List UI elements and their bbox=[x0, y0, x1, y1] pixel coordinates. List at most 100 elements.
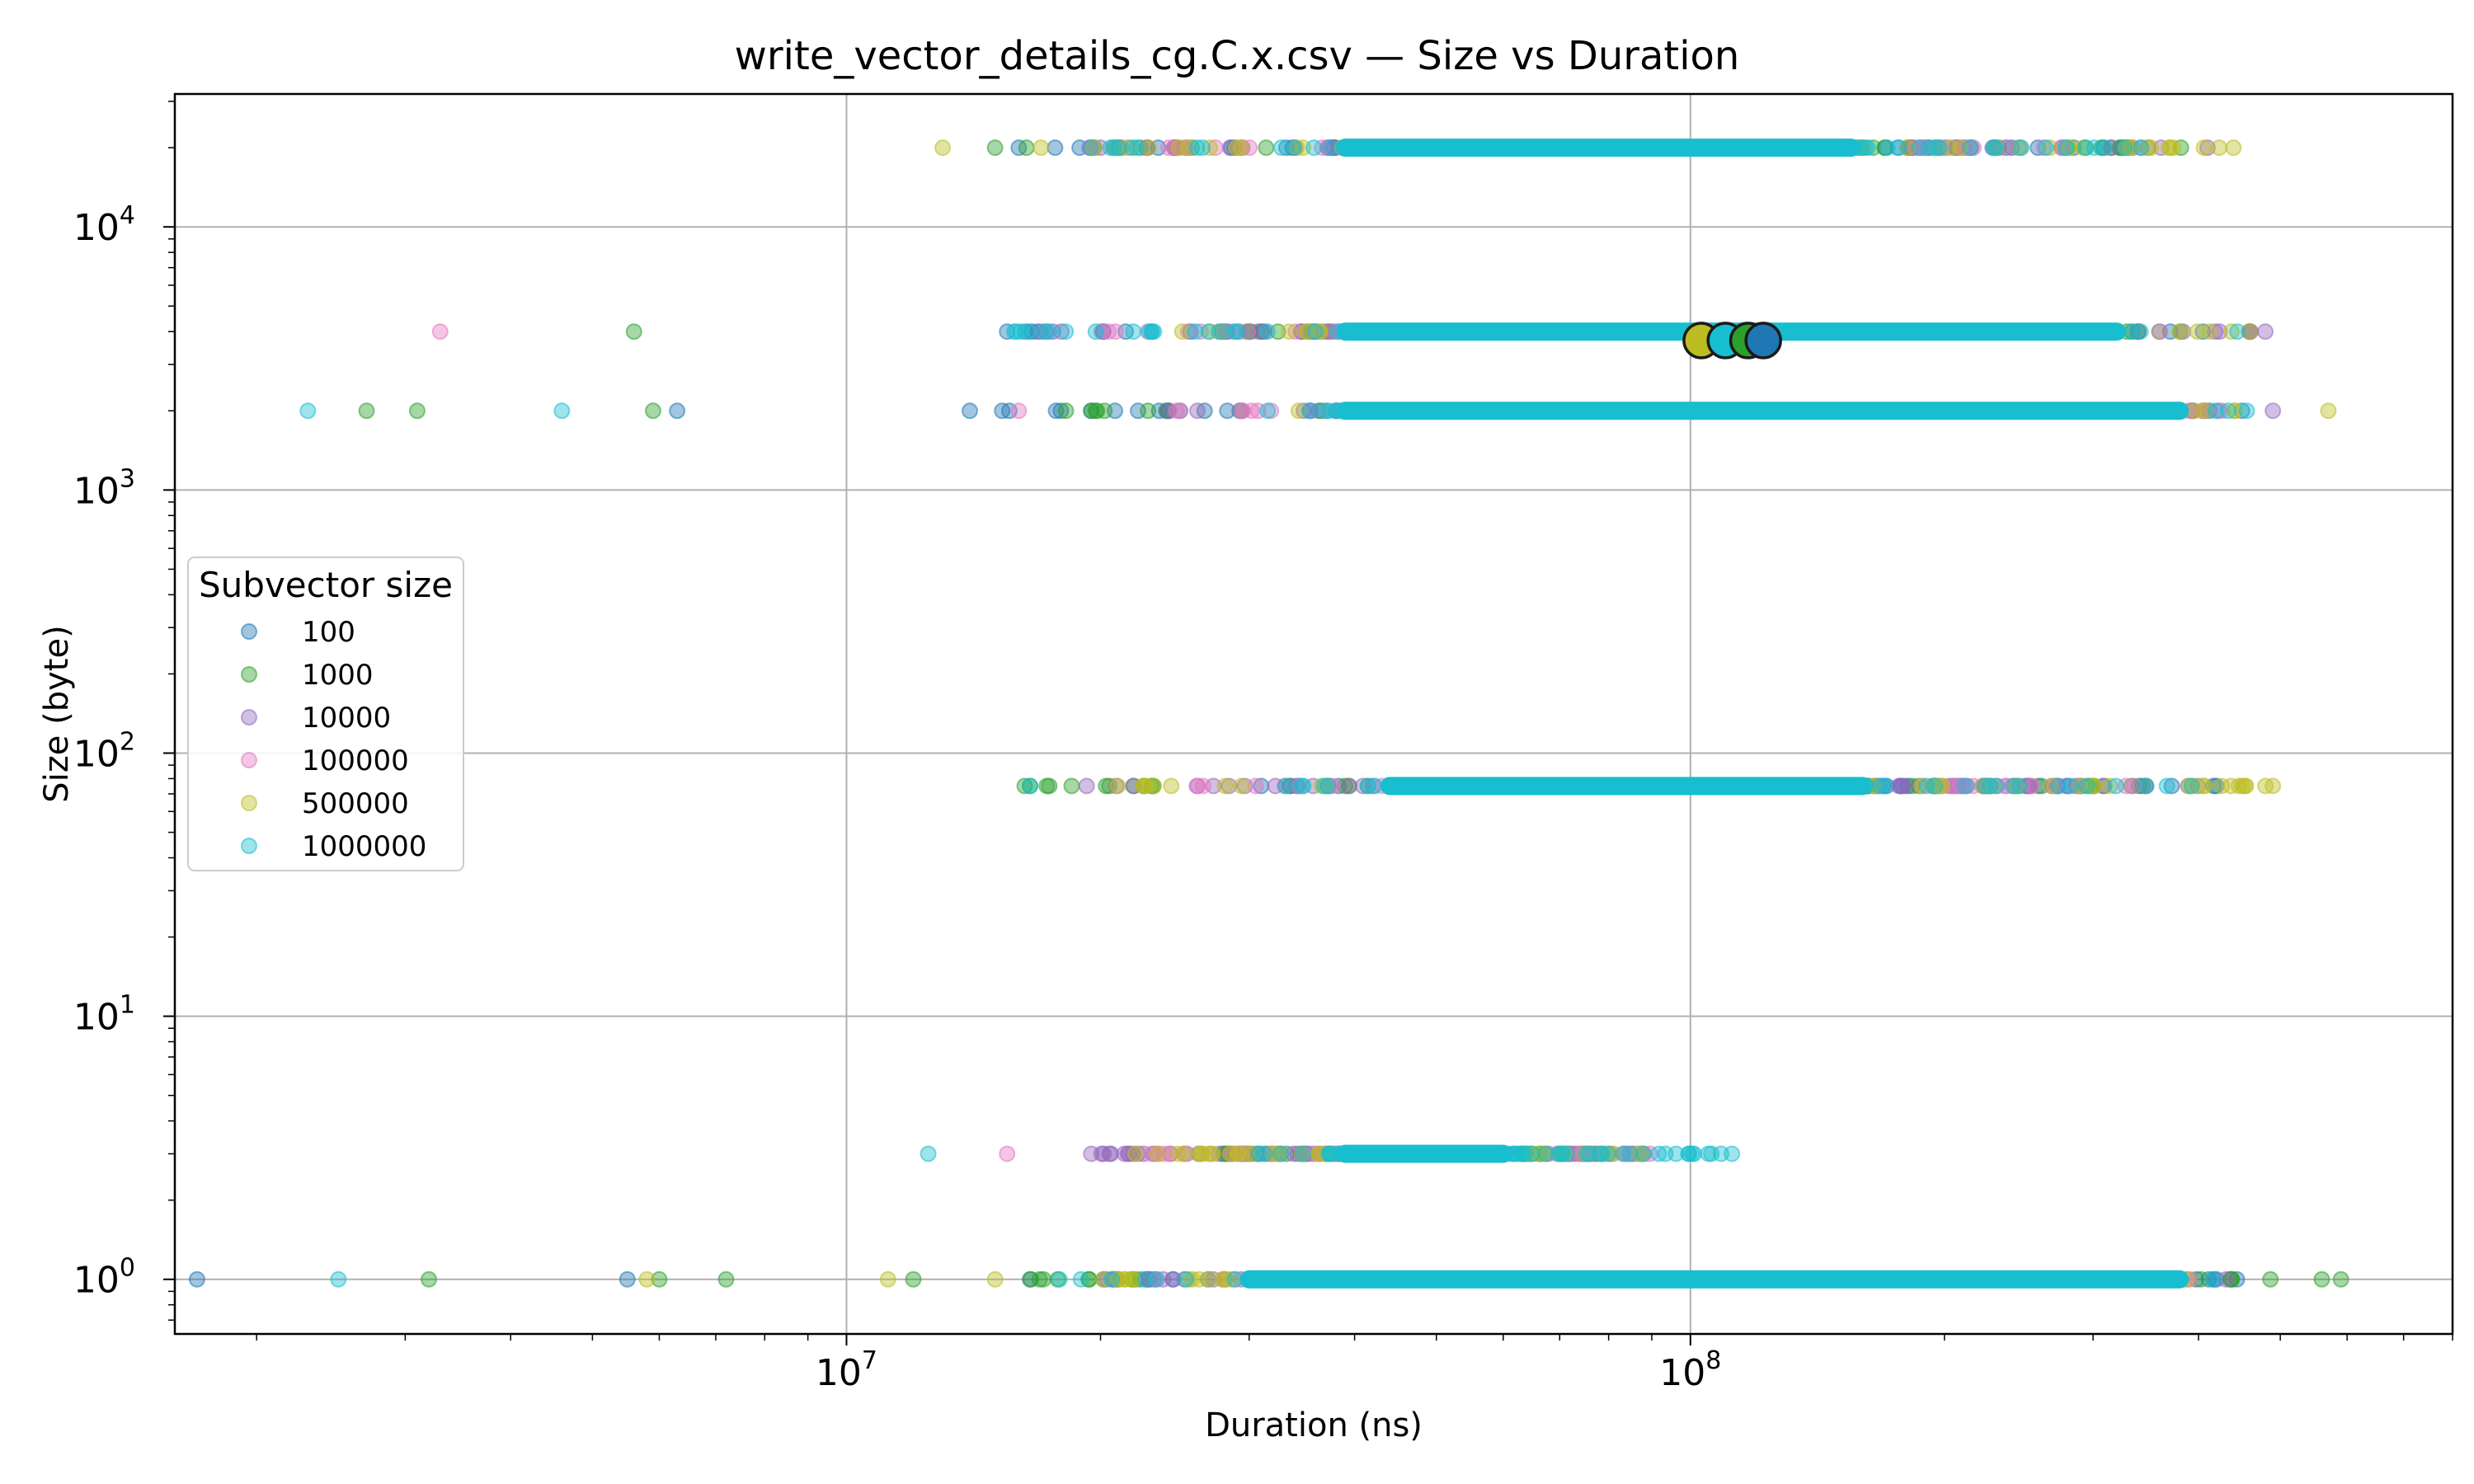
point-100000 bbox=[1241, 139, 1258, 157]
point-500000 bbox=[1190, 1270, 1207, 1288]
point-1000 bbox=[1258, 139, 1275, 157]
point-1000 bbox=[1140, 402, 1157, 420]
point-1000000 bbox=[1051, 1270, 1068, 1288]
point-100000 bbox=[431, 323, 449, 340]
point-1000000 bbox=[1200, 323, 1217, 340]
point-1000000 bbox=[1513, 1145, 1531, 1162]
point-10000 bbox=[1354, 777, 1371, 795]
point-1000000 bbox=[1615, 1145, 1632, 1162]
x-tick-label: 108 bbox=[1659, 1346, 1721, 1394]
point-1000 bbox=[1038, 777, 1056, 795]
x-tick-label: 107 bbox=[816, 1346, 877, 1394]
point-10000 bbox=[1101, 1145, 1118, 1162]
point-1000 bbox=[625, 323, 642, 340]
point-500000 bbox=[2241, 323, 2258, 340]
point-10000 bbox=[1078, 777, 1095, 795]
point-1000000 bbox=[1559, 1145, 1576, 1162]
point-1000000 bbox=[1306, 323, 1324, 340]
point-1000000 bbox=[1650, 1145, 1667, 1162]
point-500000 bbox=[2101, 777, 2119, 795]
point-500000 bbox=[2320, 402, 2337, 420]
point-500000 bbox=[2195, 139, 2213, 157]
point-1000000 bbox=[1890, 139, 1907, 157]
point-1000000 bbox=[1178, 1270, 1195, 1288]
point-1000 bbox=[2222, 1270, 2239, 1288]
point-1000000 bbox=[1012, 323, 1029, 340]
legend: Subvector size 1001000100001000005000001… bbox=[187, 556, 464, 871]
point-1000000 bbox=[1286, 139, 1303, 157]
point-100000 bbox=[1243, 402, 1260, 420]
legend-label-100000: 100000 bbox=[302, 744, 409, 777]
point-1000000 bbox=[1680, 1145, 1697, 1162]
point-1000 bbox=[717, 1270, 735, 1288]
point-100000 bbox=[1171, 402, 1188, 420]
point-100 bbox=[1052, 402, 1070, 420]
point-1000000 bbox=[1536, 1145, 1554, 1162]
point-100000 bbox=[1206, 139, 1224, 157]
point-1000 bbox=[2262, 1270, 2279, 1288]
point-500000 bbox=[934, 139, 952, 157]
point-1000000 bbox=[1105, 139, 1122, 157]
point-500000 bbox=[1227, 139, 1244, 157]
point-100000 bbox=[1189, 777, 1206, 795]
point-500000 bbox=[1281, 323, 1298, 340]
axis-ticks: 107 108 100 101 102 103 104 bbox=[73, 101, 2453, 1394]
point-1000000 bbox=[2133, 139, 2150, 157]
y-axis-label: Size (byte) bbox=[38, 625, 76, 802]
point-1000000 bbox=[1581, 1145, 1598, 1162]
point-500000 bbox=[1230, 1145, 1247, 1162]
point-1000000 bbox=[1005, 323, 1023, 340]
point-1000000 bbox=[1962, 139, 1979, 157]
point-10000 bbox=[1898, 777, 1915, 795]
point-1000000 bbox=[1667, 1145, 1685, 1162]
point-1000000 bbox=[1259, 402, 1277, 420]
point-1000000 bbox=[1876, 777, 1893, 795]
legend-label-100: 100 bbox=[302, 616, 355, 649]
point-1000000 bbox=[1982, 777, 1999, 795]
point-1000000 bbox=[1022, 777, 1039, 795]
point-10000 bbox=[1032, 323, 1050, 340]
point-500000 bbox=[1136, 777, 1153, 795]
point-1000000 bbox=[2229, 323, 2246, 340]
point-500000 bbox=[1191, 1145, 1208, 1162]
point-500000 bbox=[1310, 323, 1328, 340]
point-1000 bbox=[408, 402, 426, 420]
point-1000000 bbox=[1918, 777, 1935, 795]
mean-marker-100 bbox=[1744, 322, 1782, 359]
point-1000 bbox=[421, 1270, 438, 1288]
point-1000000 bbox=[1879, 139, 1896, 157]
legend-items: 100 1000 10000 100000 500000 1000000 bbox=[241, 616, 426, 863]
point-1000000 bbox=[1593, 1145, 1611, 1162]
point-1000000 bbox=[2004, 777, 2021, 795]
point-10000 bbox=[1095, 1145, 1112, 1162]
point-1000000 bbox=[1103, 1270, 1121, 1288]
plot-frame bbox=[173, 92, 2454, 1336]
point-1000000 bbox=[1634, 1145, 1652, 1162]
legend-label-500000: 500000 bbox=[302, 787, 409, 820]
legend-label-10000: 10000 bbox=[302, 702, 391, 735]
point-1000000 bbox=[2078, 777, 2095, 795]
point-100000 bbox=[1166, 139, 1183, 157]
point-100000 bbox=[2046, 777, 2063, 795]
point-10000 bbox=[1221, 777, 1238, 795]
point-10000 bbox=[2265, 402, 2282, 420]
point-1000 bbox=[1018, 139, 1035, 157]
point-1000000 bbox=[2123, 323, 2140, 340]
point-500000 bbox=[1202, 1145, 1219, 1162]
point-100000 bbox=[1194, 777, 1211, 795]
point-1000000 bbox=[1020, 323, 1037, 340]
point-500000 bbox=[2161, 139, 2179, 157]
point-1000000 bbox=[1300, 402, 1318, 420]
legend-marker-100000 bbox=[241, 752, 257, 768]
point-500000 bbox=[1222, 1270, 1239, 1288]
point-500000 bbox=[1110, 1270, 1127, 1288]
point-1000000 bbox=[1256, 1145, 1273, 1162]
point-1000000 bbox=[1072, 1270, 1089, 1288]
point-1000000 bbox=[1125, 323, 1142, 340]
point-1000000 bbox=[1057, 323, 1075, 340]
point-500000 bbox=[2222, 777, 2240, 795]
point-1000000 bbox=[1871, 777, 1888, 795]
point-1000000 bbox=[1141, 323, 1158, 340]
y-tick-label: 101 bbox=[73, 991, 135, 1039]
point-1000000 bbox=[1041, 323, 1058, 340]
